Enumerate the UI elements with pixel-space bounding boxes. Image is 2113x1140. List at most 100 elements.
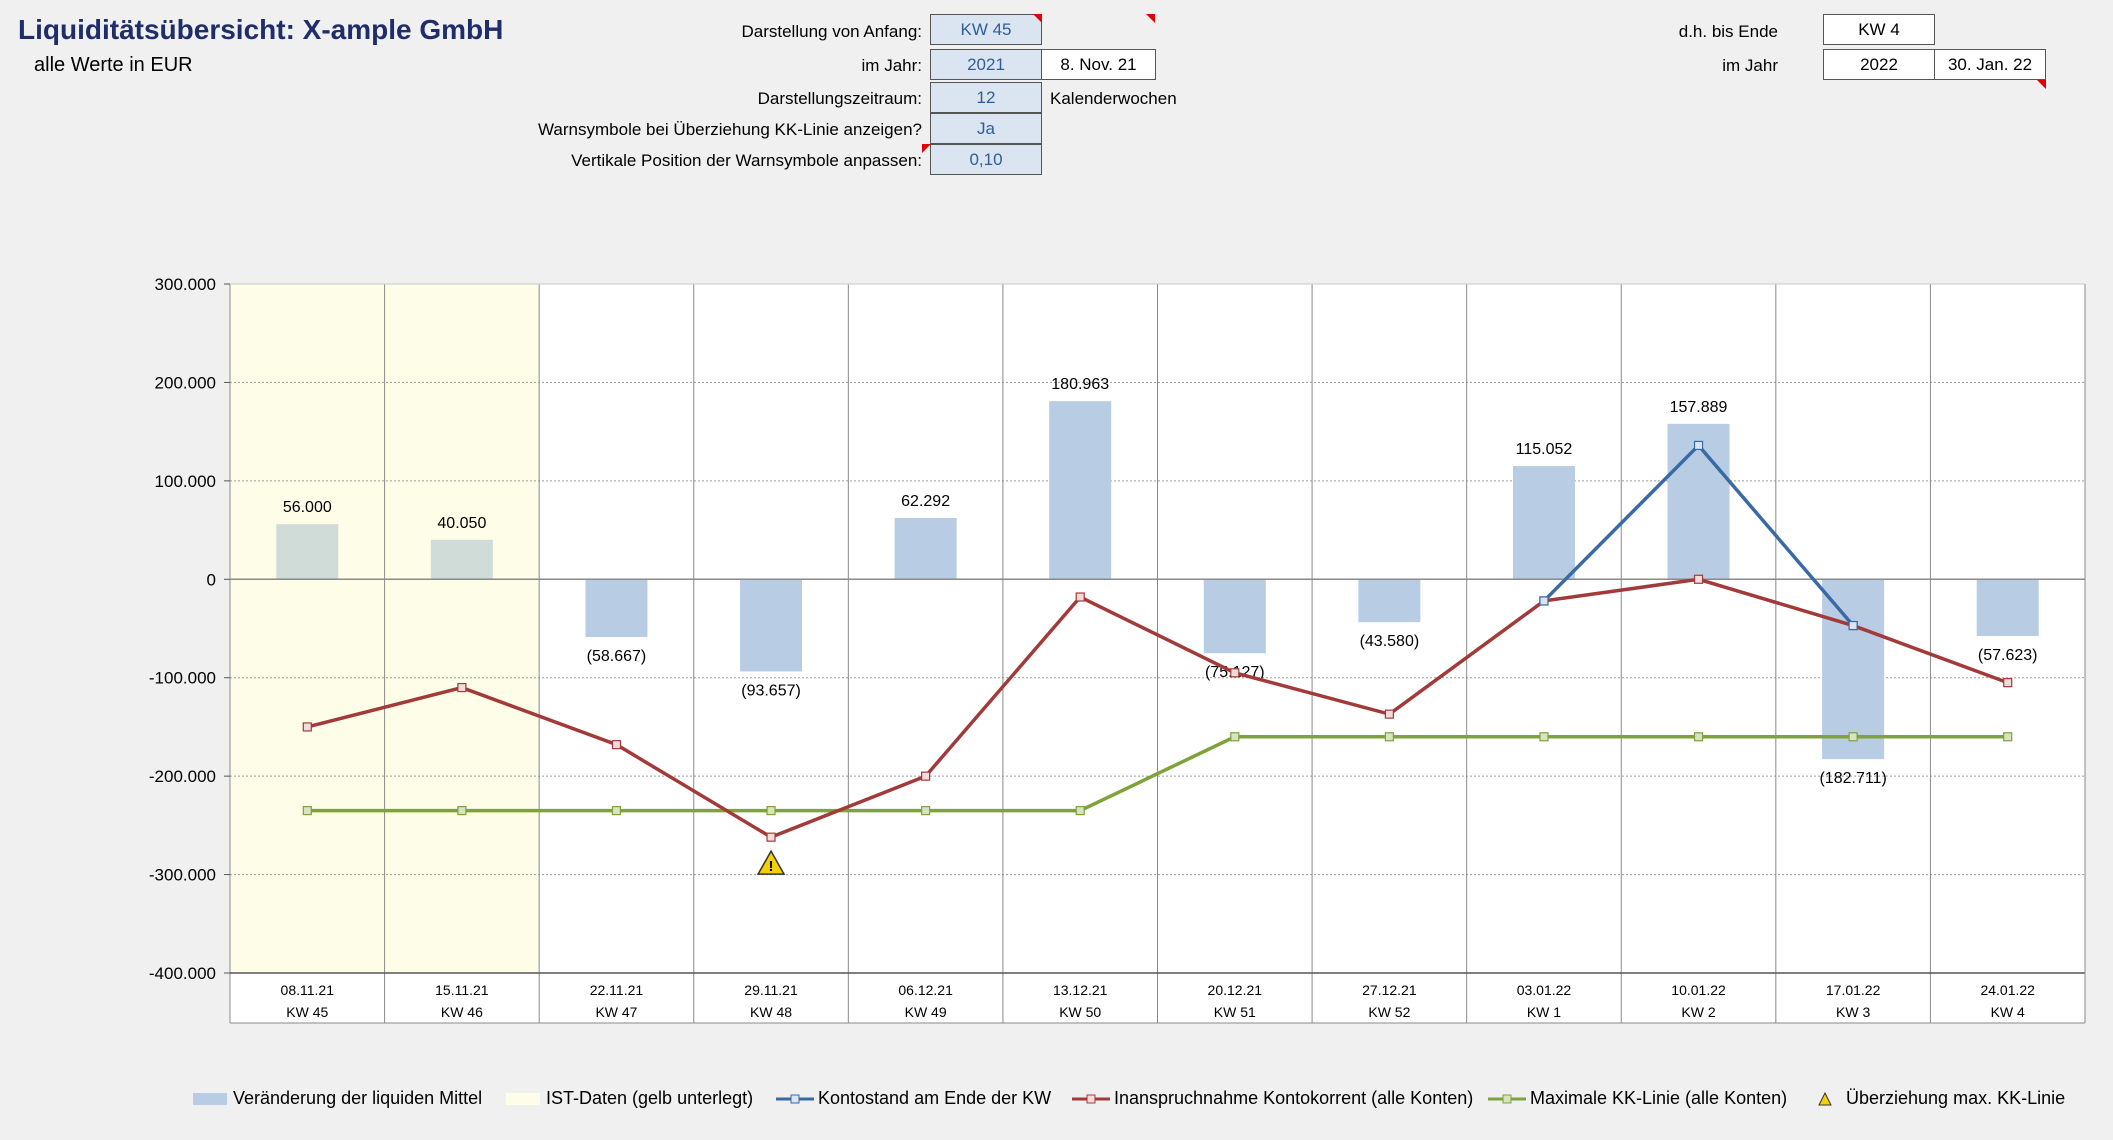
line-marker (611, 805, 622, 816)
bar (1203, 579, 1266, 654)
legend-item-kk: Inanspruchnahme Kontokorrent (alle Konte… (1072, 1088, 1473, 1109)
year-cell[interactable]: 2021 (930, 49, 1042, 80)
line-marker (1230, 668, 1240, 678)
x-date-label: 10.01.22 (1671, 982, 1726, 998)
legend-label: Überziehung max. KK-Linie (1846, 1088, 2066, 1108)
line-swatch-icon (1072, 1094, 1110, 1103)
line-marker (1693, 732, 1704, 742)
page-subtitle: alle Werte in EUR (34, 54, 193, 76)
line-marker (1384, 709, 1394, 719)
line-marker (1539, 732, 1549, 742)
warnpos-cell[interactable]: 0,10 (930, 144, 1042, 175)
x-date-label: 24.01.22 (1980, 982, 2035, 998)
start-date-cell: 8. Nov. 21 (1041, 49, 1156, 80)
period-cell[interactable]: 12 (930, 82, 1042, 113)
line-marker (766, 805, 776, 816)
y-tick-label: 100.000 (155, 472, 216, 491)
bar (276, 524, 339, 580)
line-marker (2003, 732, 2013, 742)
bar-value-label: (93.657) (741, 682, 801, 699)
end-label: d.h. bis Ende (1678, 22, 1778, 41)
y-tick-label: 0 (207, 570, 216, 589)
x-date-label: 06.12.21 (898, 982, 953, 998)
bar-value-label: 115.052 (1516, 441, 1573, 458)
line-marker (766, 832, 776, 842)
line-marker (457, 682, 467, 693)
line-marker (1075, 805, 1085, 816)
legend-label: Inanspruchnahme Kontokorrent (alle Konte… (1114, 1088, 1474, 1108)
line-marker (1230, 732, 1240, 742)
line-marker (921, 771, 931, 781)
x-week-label: KW 47 (595, 1004, 637, 1020)
y-tick-label: -400.000 (149, 964, 216, 983)
end-year-label: im Jahr (1722, 56, 1778, 75)
legend-item-max: Maximale KK-Linie (alle Konten) (1488, 1088, 1787, 1109)
x-week-label: KW 50 (1059, 1004, 1101, 1020)
legend-item-warn: Überziehung max. KK-Linie (1818, 1088, 2065, 1109)
bar-value-label: 62.292 (901, 493, 950, 510)
bar-value-label: (43.580) (1360, 633, 1420, 650)
line-swatch-icon (776, 1094, 814, 1103)
x-week-label: KW 46 (441, 1004, 483, 1020)
start-kw-cell[interactable]: KW 45 (930, 14, 1042, 45)
y-tick-label: -100.000 (149, 669, 216, 688)
series-line (307, 735, 2008, 813)
x-week-label: KW 3 (1836, 1004, 1870, 1020)
period-unit: Kalenderwochen (1050, 89, 1177, 108)
comment-marker-icon (922, 144, 931, 153)
bar-value-label: (58.667) (587, 648, 647, 665)
bar-value-label: 157.889 (1670, 399, 1728, 416)
x-week-label: KW 52 (1368, 1004, 1410, 1020)
end-date-cell: 30. Jan. 22 (1934, 49, 2046, 80)
bar-value-label: (182.711) (1819, 770, 1886, 787)
year-label: im Jahr: (861, 56, 922, 75)
line-marker (1693, 574, 1704, 584)
legend-item-ist: IST-Daten (gelb unterlegt) (506, 1088, 753, 1109)
liquidity-chart: -400.000 -300.000 -200.000 -100.000 0 100.000… (149, 275, 2086, 1024)
y-tick-label: 300.000 (155, 275, 216, 294)
bar (1358, 579, 1421, 623)
line-marker (2003, 678, 2013, 688)
x-date-label: 03.01.22 (1517, 982, 1572, 998)
x-week-label: KW 48 (750, 1004, 792, 1020)
bar (585, 579, 648, 638)
warn-cell[interactable]: Ja (930, 113, 1042, 144)
x-week-label: KW 4 (1991, 1004, 2025, 1020)
warning-icon (756, 849, 786, 875)
x-week-label: KW 49 (905, 1004, 947, 1020)
bar-value-label: (57.623) (1978, 647, 2038, 664)
line-marker (1384, 732, 1394, 742)
bar (1976, 579, 2039, 637)
line-swatch-icon (1488, 1094, 1526, 1103)
legend-item-konto: Kontostand am Ende der KW (776, 1088, 1051, 1109)
x-date-label: 20.12.21 (1208, 982, 1263, 998)
period-label: Darstellungszeitraum: (757, 89, 922, 108)
y-tick-label: -200.000 (149, 767, 216, 786)
comment-marker-icon (1033, 14, 1042, 23)
x-date-label: 15.11.21 (435, 982, 489, 998)
x-week-label: KW 1 (1527, 1004, 1561, 1020)
warning-mark: ! (769, 858, 774, 875)
line-marker (457, 805, 467, 816)
x-week-label: KW 2 (1681, 1004, 1715, 1020)
chart-legend: Veränderung der liquiden Mittel IST-Date… (0, 1080, 2113, 1120)
legend-label: IST-Daten (gelb unterlegt) (546, 1088, 754, 1108)
line-marker (611, 740, 622, 750)
warn-label: Warnsymbole bei Überziehung KK-Linie anz… (538, 120, 922, 139)
line-marker (1693, 440, 1704, 451)
bar (894, 517, 957, 580)
bar-value-label: 40.050 (437, 515, 486, 532)
bar-value-label: 56.000 (283, 499, 332, 516)
end-year-cell: 2022 (1823, 49, 1935, 80)
x-date-label: 08.11.21 (281, 982, 335, 998)
line-marker (1539, 596, 1549, 606)
legend-label: Veränderung der liquiden Mittel (233, 1088, 483, 1108)
end-kw-cell: KW 4 (1823, 14, 1935, 45)
warning-icon (1818, 1091, 1832, 1105)
legend-item-bars: Veränderung der liquiden Mittel (193, 1088, 482, 1109)
x-date-label: 17.01.22 (1826, 982, 1881, 998)
series-line (306, 577, 2009, 840)
warnpos-label: Vertikale Position der Warnsymbole anpas… (571, 151, 922, 170)
legend-label: Kontostand am Ende der KW (818, 1088, 1052, 1108)
y-tick-label: -300.000 (149, 866, 216, 885)
